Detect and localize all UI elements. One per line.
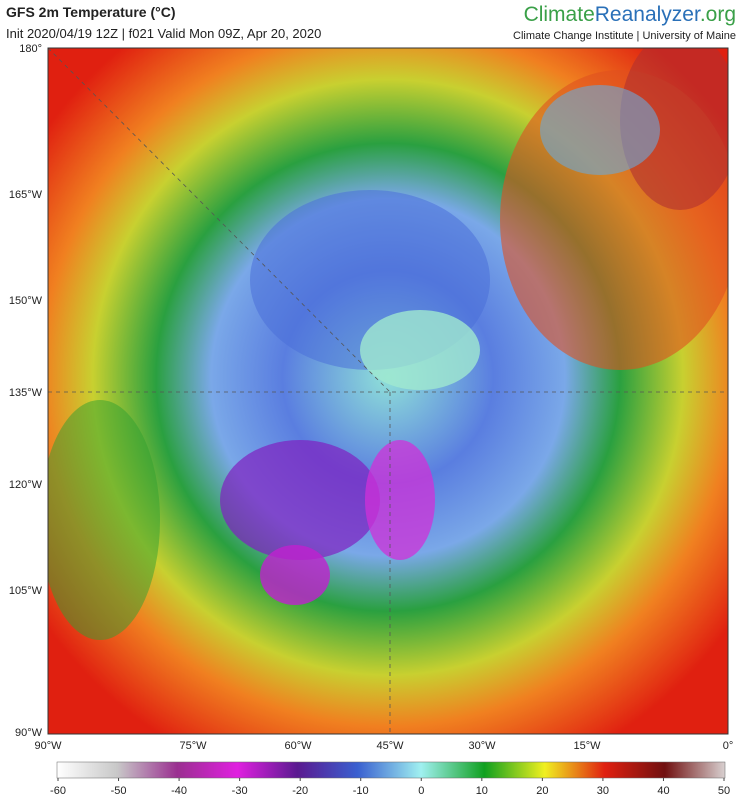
lon-label: 15°W <box>573 740 601 752</box>
brand-part: .org <box>700 3 736 26</box>
colorbar-labels: -60 -50 -40 -30 -20 -10 0 10 20 30 40 50 <box>50 778 730 797</box>
lon-label: 45°W <box>376 740 404 752</box>
institute: Climate Change Institute | University of… <box>513 30 736 42</box>
cold-region <box>365 440 435 560</box>
title: GFS 2m Temperature (°C) <box>6 4 175 20</box>
cold-region <box>360 310 480 390</box>
meridian <box>48 48 391 393</box>
lat-label: 150°W <box>9 295 43 307</box>
colorbar-label: -60 <box>50 785 66 797</box>
colorbar-label: -20 <box>292 785 308 797</box>
warm-region <box>620 48 728 210</box>
colorbar-label: -50 <box>111 785 127 797</box>
cold-region <box>260 545 330 605</box>
colorbar-label: 50 <box>718 785 730 797</box>
lat-label: 120°W <box>9 479 43 491</box>
lat-label: 135°W <box>9 387 43 399</box>
brand: ClimateReanalyzer.org <box>524 3 736 26</box>
left-labels: 180° 165°W 150°W 135°W 120°W 105°W 90°W <box>9 43 43 739</box>
colorbar-label: 20 <box>536 785 548 797</box>
colorbar-label: -30 <box>232 785 248 797</box>
lat-label: 105°W <box>9 585 43 597</box>
subtitle: Init 2020/04/19 12Z | f021 Valid Mon 09Z… <box>6 26 321 41</box>
lon-label: 60°W <box>284 740 312 752</box>
cold-region <box>220 440 380 560</box>
brand-part: Reanalyzer <box>595 3 701 26</box>
lat-label: 180° <box>19 43 42 55</box>
lat-label: 90°W <box>15 727 43 739</box>
colorbar <box>56 761 726 779</box>
land <box>48 400 160 640</box>
lat-label: 165°W <box>9 189 43 201</box>
lon-label: 75°W <box>179 740 207 752</box>
bottom-labels: 90°W 75°W 60°W 45°W 30°W 15°W 0° <box>34 740 733 752</box>
colorbar-label: -40 <box>171 785 187 797</box>
colorbar-label: -10 <box>353 785 369 797</box>
lon-label: 0° <box>723 740 734 752</box>
colorbar-label: 40 <box>657 785 669 797</box>
colorbar-label: 0 <box>418 785 424 797</box>
lon-label: 90°W <box>34 740 62 752</box>
lon-label: 30°W <box>468 740 496 752</box>
map-frame <box>47 47 729 735</box>
colorbar-label: 10 <box>476 785 488 797</box>
cold-region <box>540 85 660 175</box>
colorbar-label: 30 <box>597 785 609 797</box>
brand-part: Climate <box>524 3 595 26</box>
map <box>48 48 728 734</box>
